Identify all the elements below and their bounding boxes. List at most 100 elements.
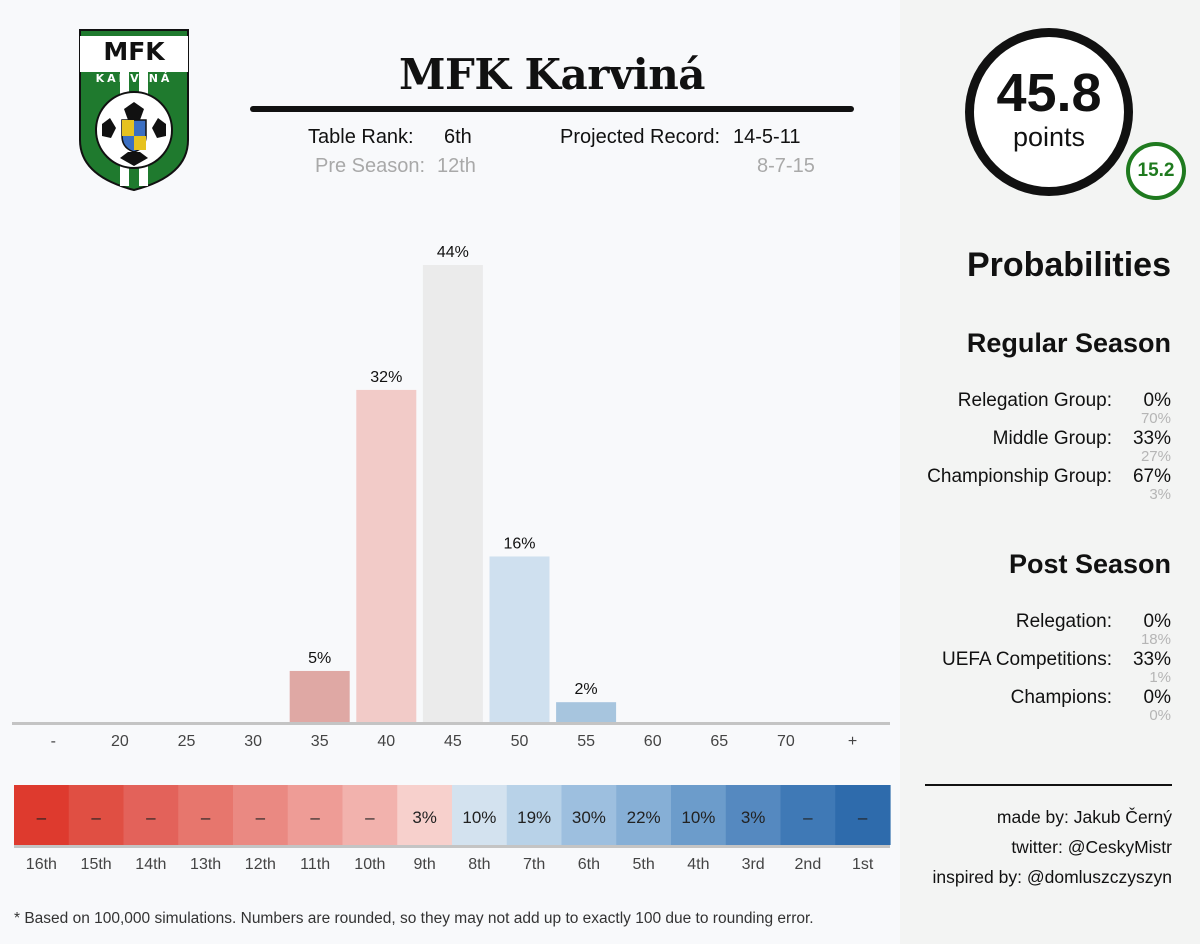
points-value: 45.8 bbox=[996, 63, 1102, 123]
position-value-11th: – bbox=[310, 808, 320, 827]
position-label-4th: 4th bbox=[687, 856, 709, 873]
relegation-group-previous: 70% bbox=[1140, 410, 1171, 427]
x-tick-45: 45 bbox=[444, 733, 462, 750]
middle-group-previous: 27% bbox=[1140, 448, 1171, 465]
position-value-8th: 10% bbox=[462, 808, 496, 827]
bar-chart-baseline bbox=[12, 722, 890, 725]
logo-banner bbox=[80, 36, 188, 72]
points-circle bbox=[965, 28, 1133, 196]
uefa-competitions-label: UEFA Competitions: bbox=[941, 649, 1112, 670]
position-label-8th: 8th bbox=[468, 856, 490, 873]
position-value-10th: – bbox=[365, 808, 375, 827]
position-cell-7th bbox=[506, 785, 563, 845]
regular-season-title: Regular Season bbox=[966, 328, 1171, 358]
position-value-4th: 10% bbox=[681, 808, 715, 827]
position-cell-13th bbox=[178, 785, 234, 845]
relegation-label: Relegation: bbox=[1015, 611, 1112, 632]
position-label-3rd: 3rd bbox=[742, 856, 765, 873]
x-tick--: - bbox=[51, 733, 56, 750]
position-label-15th: 15th bbox=[81, 856, 112, 873]
position-value-12th: – bbox=[256, 808, 266, 827]
bar-label-50: 16% bbox=[503, 535, 535, 552]
charts-canvas: - 20 25 30 5% 35 32% 40 44% 45 16% 50 2% 55 60 65 70 + – 16… bbox=[12, 244, 891, 873]
x-tick-40: 40 bbox=[377, 733, 395, 750]
uefa-competitions-previous: 1% bbox=[1149, 669, 1171, 686]
championship-group-previous: 3% bbox=[1149, 486, 1171, 503]
uefa-competitions-value: 33% bbox=[1132, 649, 1171, 670]
championship-group-value: 67% bbox=[1132, 466, 1171, 487]
position-cell-6th bbox=[561, 785, 617, 845]
position-cell-15th bbox=[68, 785, 125, 845]
relegation-value: 0% bbox=[1143, 611, 1171, 632]
pre-season-rank: 12th bbox=[437, 155, 476, 177]
position-label-1st: 1st bbox=[852, 856, 874, 873]
title-underline bbox=[250, 106, 854, 112]
position-value-6th: 30% bbox=[572, 808, 606, 827]
champions-previous: 0% bbox=[1149, 707, 1171, 724]
position-value-14th: – bbox=[146, 808, 156, 827]
points-change-badge: 15.2 bbox=[1126, 142, 1186, 200]
credits-divider bbox=[925, 784, 1172, 786]
bar-45 bbox=[422, 265, 483, 723]
position-value-5th: 22% bbox=[627, 808, 661, 827]
x-tick-25: 25 bbox=[178, 733, 196, 750]
bar-label-35: 5% bbox=[308, 650, 331, 667]
position-label-14th: 14th bbox=[135, 856, 166, 873]
logo-text-top: MFK bbox=[103, 37, 166, 66]
position-value-16th: – bbox=[37, 808, 47, 827]
position-label-2nd: 2nd bbox=[795, 856, 822, 873]
position-label-5th: 5th bbox=[633, 856, 655, 873]
x-tick-65: 65 bbox=[710, 733, 728, 750]
position-label-12th: 12th bbox=[245, 856, 276, 873]
position-label-6th: 6th bbox=[578, 856, 600, 873]
position-label-11th: 11th bbox=[300, 856, 330, 873]
relegation-group-label: Relegation Group: bbox=[957, 390, 1112, 411]
x-tick-60: 60 bbox=[644, 733, 662, 750]
probabilities-title: Probabilities bbox=[966, 246, 1171, 284]
x-tick-70: 70 bbox=[777, 733, 795, 750]
position-cell-1st bbox=[835, 785, 891, 845]
position-value-2nd: – bbox=[803, 808, 813, 827]
middle-group-value: 33% bbox=[1132, 428, 1171, 449]
position-label-10th: 10th bbox=[354, 856, 385, 873]
club-logo: MFK KARVINÁ bbox=[79, 29, 189, 192]
relegation-group-value: 0% bbox=[1143, 390, 1171, 411]
logo-ball-patch bbox=[124, 102, 144, 120]
championship-group-label: Championship Group: bbox=[927, 466, 1112, 487]
position-cell-2nd bbox=[780, 785, 836, 845]
position-value-3rd: 3% bbox=[741, 808, 766, 827]
champions-value: 0% bbox=[1143, 687, 1171, 708]
bar-55 bbox=[556, 702, 617, 723]
logo-text-bottom: KARVINÁ bbox=[96, 72, 173, 85]
team-name: MFK Karviná bbox=[399, 50, 705, 99]
x-tick-35: 35 bbox=[311, 733, 329, 750]
position-cell-3rd bbox=[725, 785, 782, 845]
heatmap-baseline bbox=[14, 845, 890, 848]
projected-record-label: Projected Record: bbox=[560, 126, 721, 148]
position-label-7th: 7th bbox=[523, 856, 545, 873]
position-cell-11th bbox=[287, 785, 344, 845]
points-label: points bbox=[1012, 122, 1086, 152]
bar-35 bbox=[289, 670, 350, 723]
projected-record-value: 14-5-11 bbox=[733, 126, 801, 148]
x-tick-+: + bbox=[848, 733, 857, 750]
position-cell-16th bbox=[14, 785, 70, 845]
post-season-title: Post Season bbox=[1008, 549, 1171, 579]
position-cell-8th bbox=[452, 785, 508, 845]
position-value-15th: – bbox=[91, 808, 101, 827]
bar-label-40: 32% bbox=[370, 369, 402, 386]
pre-season-label: Pre Season: bbox=[315, 155, 426, 177]
position-label-13th: 13th bbox=[190, 856, 221, 873]
bar-label-45: 44% bbox=[437, 244, 469, 261]
table-rank-label: Table Rank: bbox=[308, 126, 414, 148]
credit-twitter: twitter: @CeskyMistr bbox=[1011, 837, 1172, 857]
bar-40 bbox=[356, 389, 417, 723]
middle-group-label: Middle Group: bbox=[992, 428, 1112, 449]
x-tick-50: 50 bbox=[511, 733, 529, 750]
x-tick-20: 20 bbox=[111, 733, 129, 750]
position-cell-12th bbox=[233, 785, 289, 845]
position-cell-10th bbox=[342, 785, 398, 845]
x-tick-55: 55 bbox=[577, 733, 595, 750]
bar-50 bbox=[489, 556, 550, 723]
position-cell-14th bbox=[123, 785, 179, 845]
